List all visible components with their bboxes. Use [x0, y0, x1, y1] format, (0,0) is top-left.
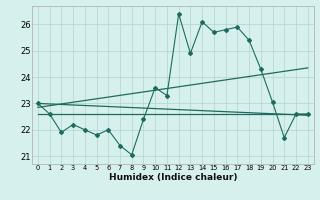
- X-axis label: Humidex (Indice chaleur): Humidex (Indice chaleur): [108, 173, 237, 182]
